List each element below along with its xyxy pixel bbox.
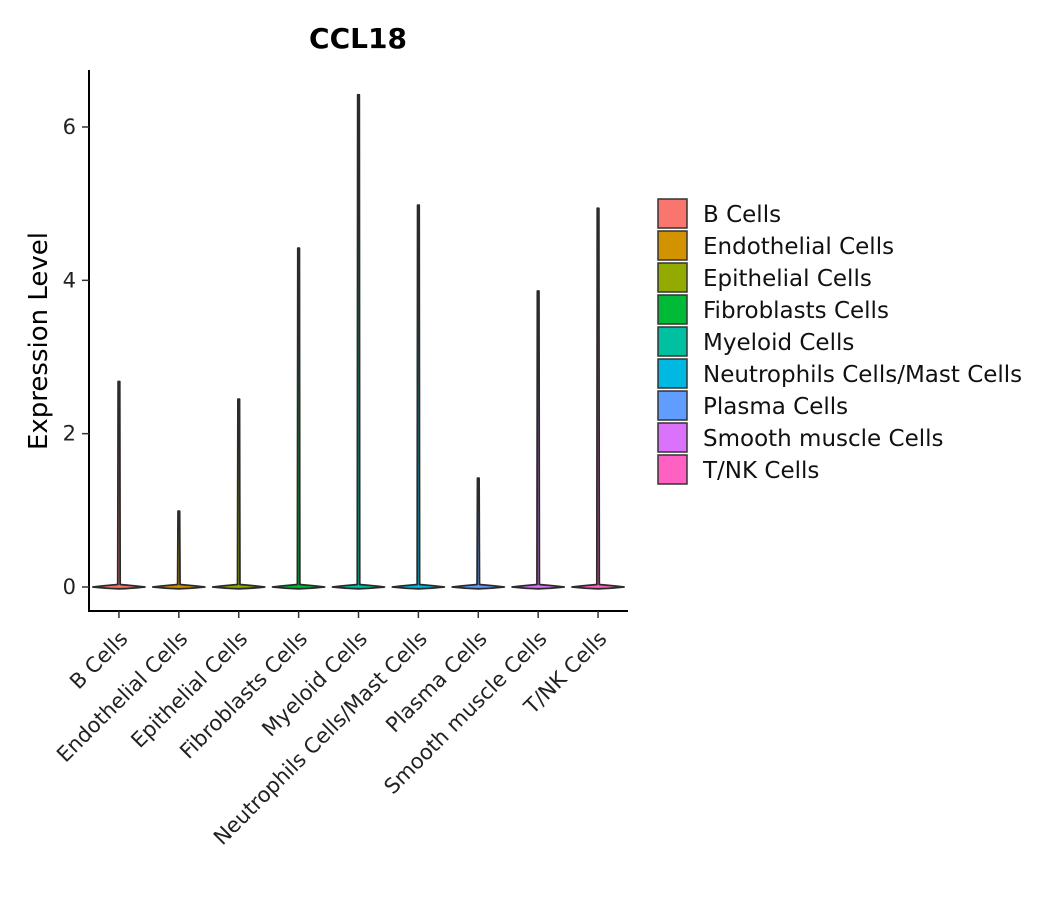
legend-label: Plasma Cells (703, 394, 848, 420)
violins (92, 93, 625, 590)
violin-2 (151, 510, 206, 590)
legend-swatch (657, 422, 688, 453)
legend-label: Epithelial Cells (703, 266, 872, 292)
legend-swatch (657, 454, 688, 485)
y-tick-label: 0 (63, 575, 76, 599)
legend-swatch (657, 262, 688, 293)
legend-label: Myeloid Cells (703, 330, 854, 356)
legend-swatch (657, 294, 688, 325)
legend-swatch (657, 390, 688, 421)
y-tick-label: 6 (63, 115, 76, 139)
y-axis-label: Expression Level (24, 232, 54, 450)
y-tick-label: 4 (63, 268, 76, 292)
violin-5 (331, 93, 386, 590)
legend: B Cells Endothelial Cells Epithelial Cells… (657, 198, 1022, 485)
y-tick-label: 2 (63, 422, 76, 446)
x-tick-label: Myeloid Cells (257, 627, 372, 742)
violin-9 (571, 207, 625, 590)
legend-label: B Cells (703, 202, 781, 228)
legend-label: Endothelial Cells (703, 234, 894, 260)
violin-6 (391, 204, 446, 590)
legend-label: Neutrophils Cells/Mast Cells (703, 362, 1022, 388)
legend-swatch (657, 326, 688, 357)
legend-swatch (657, 198, 688, 229)
violin-3 (211, 398, 266, 590)
legend-label: Fibroblasts Cells (703, 298, 889, 324)
legend-label: Smooth muscle Cells (703, 426, 944, 452)
legend-swatch (657, 230, 688, 261)
legend-swatch (657, 358, 688, 389)
violin-7 (451, 477, 506, 590)
y-ticks: 0 2 4 6 (63, 115, 89, 599)
violin-8 (511, 290, 566, 590)
chart-title: CCL18 (309, 22, 407, 55)
violin-1 (92, 380, 146, 590)
legend-label: T/NK Cells (702, 458, 819, 484)
violin-4 (271, 247, 326, 590)
